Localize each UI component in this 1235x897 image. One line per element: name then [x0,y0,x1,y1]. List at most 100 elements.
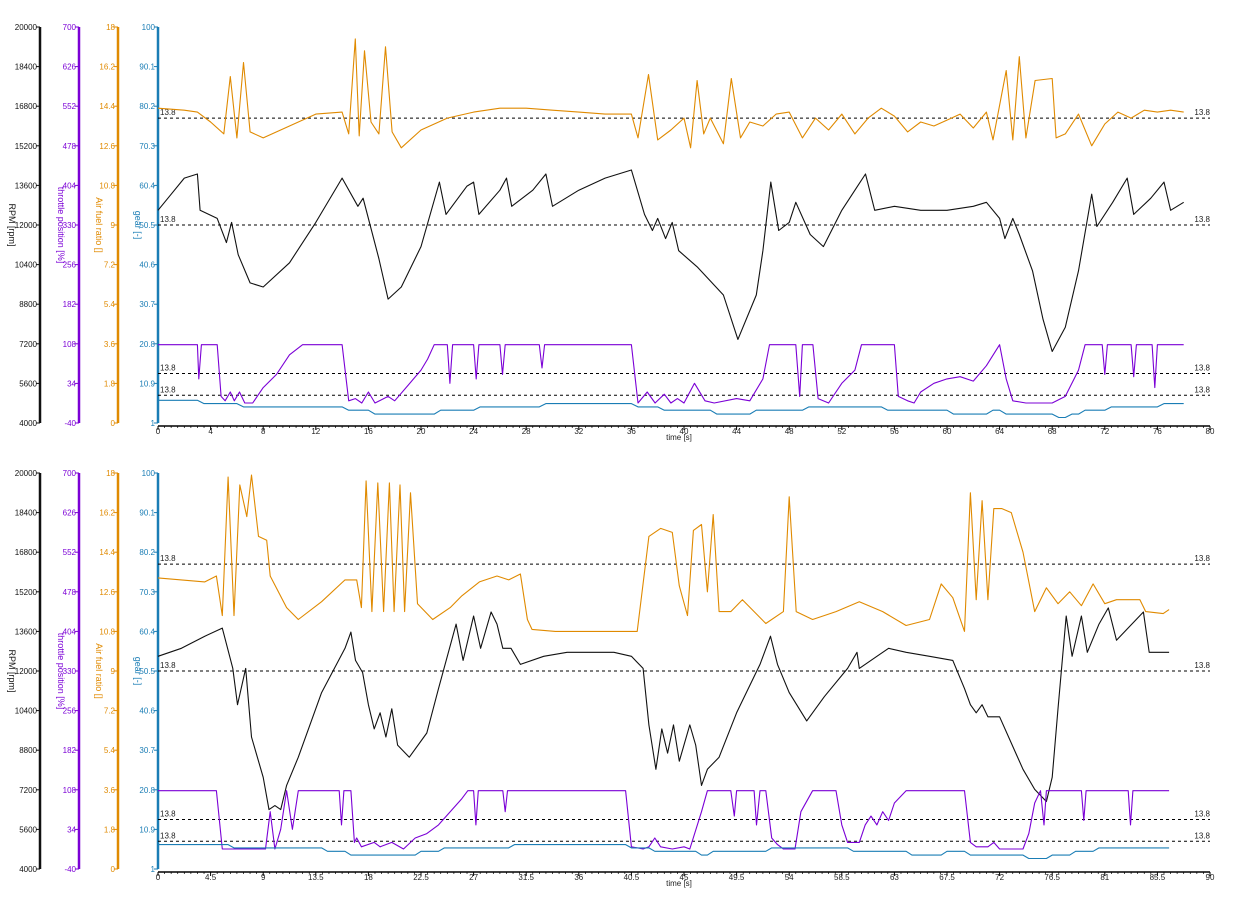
afr-tick-label: 14.4 [99,548,115,557]
throttle-tick-label: 626 [63,509,77,518]
throttle-tick-label: 108 [63,340,77,349]
x-tick-label: 40.5 [624,873,640,882]
reference-label-right: 13.8 [1194,385,1210,394]
rpm-tick-label: 10400 [15,707,38,716]
afr-tick-label: 14.4 [99,102,115,111]
gear-tick-label: 1 [151,419,156,428]
afr-tick-label: 1.8 [104,825,116,834]
afr-tick-label: 18 [106,469,115,478]
throttle-tick-label: 404 [63,627,77,636]
throttle-tick-label: -40 [64,419,76,428]
panel-bottom: 2000018400168001520013600120001040088007… [7,469,1215,888]
x-tick-label: 67.5 [939,873,955,882]
afr-tick-label: 3.6 [104,786,116,795]
rpm-tick-label: 8800 [19,746,37,755]
x-tick-label: 52 [837,427,846,436]
x-tick-label: 28 [522,427,531,436]
afr-tick-label: 12.6 [99,588,115,597]
x-tick-label: 44 [732,427,741,436]
rpm-tick-label: 20000 [15,23,38,32]
rpm-axis-title: RPM [rpm] [7,649,17,692]
gear-axis: 100 90.1 80.2 70.3 60.4 50.5 40.6 30.7 20.8 10.9 1… [133,23,160,428]
x-tick-label: 68 [1048,427,1057,436]
x-tick-label: 56 [890,427,899,436]
gear-tick-label: 30.7 [139,746,155,755]
rpm-series-line [157,169,1184,353]
throttle-series-line [158,790,1170,850]
gear-tick-label: 90.1 [139,63,155,72]
reference-label-right: 13.8 [1194,661,1210,670]
rpm-axis: 20000 18400 16800 15200 13600 12000 10400 8800 7… [7,23,42,428]
gear-tick-label: 60.4 [139,181,155,190]
afr-tick-label: 0 [111,865,116,874]
throttle-tick-label: 330 [63,221,77,230]
rpm-tick-label: 13600 [15,627,38,636]
x-tick-label: 54 [785,873,794,882]
reference-label-right: 13.8 [1194,364,1210,373]
rpm-tick-label: 4000 [19,419,37,428]
x-tick-label: 72 [1100,427,1109,436]
afr-series-line [157,474,1170,632]
gear-tick-label: 50.5 [139,667,155,676]
rpm-tick-label: 7200 [19,340,37,349]
rpm-tick-label: 13600 [15,181,38,190]
gear-tick-label: 20.8 [139,786,155,795]
throttle-tick-label: 478 [63,588,77,597]
throttle-tick-label: 330 [63,667,77,676]
x-tick-label: 31.5 [518,873,534,882]
afr-tick-label: 5.4 [104,300,116,309]
rpm-tick-label: 5600 [19,825,37,834]
rpm-tick-label: 4000 [19,865,37,874]
rpm-tick-label: 15200 [15,142,38,151]
reference-label-left: 13.8 [160,385,176,394]
x-tick-label: 36 [574,873,583,882]
gear-tick-label: 30.7 [139,300,155,309]
x-tick-label: 18 [364,873,373,882]
throttle-tick-label: 256 [63,707,77,716]
reference-label-left: 13.8 [160,108,176,117]
rpm-tick-label: 15200 [15,588,38,597]
throttle-tick-label: 182 [63,746,77,755]
afr-tick-label: 16.2 [99,63,115,72]
gear-tick-label: 60.4 [139,627,155,636]
x-tick-label: 90 [1206,873,1215,882]
x-tick-label: 40 [680,427,689,436]
reference-label-right: 13.8 [1194,108,1210,117]
rpm-tick-label: 10400 [15,261,38,270]
gear-tick-label: 40.6 [139,707,155,716]
reference-label-left: 13.8 [160,554,176,563]
afr-tick-label: 5.4 [104,746,116,755]
x-axis: 0 4.5 9 13.5 18 22.5 27 31.5 36 40.5 45 49.5 54 58.5 6… [156,871,1215,888]
gear-tick-label: 100 [142,23,156,32]
gear-tick-label: 50.5 [139,221,155,230]
rpm-tick-label: 7200 [19,786,37,795]
rpm-tick-label: 12000 [15,667,38,676]
gear-tick-label: 20.8 [139,340,155,349]
throttle-tick-label: 478 [63,142,77,151]
x-tick-label: 32 [574,427,583,436]
x-tick-label: 9 [261,873,266,882]
throttle-axis-title: throttle position [%] [56,633,66,710]
x-tick-label: 22.5 [413,873,429,882]
throttle-axis: 700 626 552 478 404 330 256 182 108 34 -40 throttle… [56,469,81,874]
rpm-tick-label: 8800 [19,300,37,309]
gear-tick-label: 70.3 [139,588,155,597]
gear-tick-label: 10.9 [139,379,155,388]
gear-tick-label: 80.2 [139,548,155,557]
reference-label-left: 13.8 [160,831,176,840]
reference-label-right: 13.8 [1194,215,1210,224]
x-tick-label: 12 [311,427,320,436]
rpm-tick-label: 20000 [15,469,38,478]
x-tick-label: 49.5 [729,873,745,882]
gear-tick-label: 80.2 [139,102,155,111]
afr-tick-label: 18 [106,23,115,32]
afr-tick-label: 12.6 [99,142,115,151]
afr-axis-title: Air fuel ratio [] [94,197,104,253]
x-tick-label: 0 [156,427,161,436]
throttle-tick-label: 404 [63,181,77,190]
gear-tick-label: 1 [151,865,156,874]
x-tick-label: 16 [364,427,373,436]
throttle-tick-label: 182 [63,300,77,309]
